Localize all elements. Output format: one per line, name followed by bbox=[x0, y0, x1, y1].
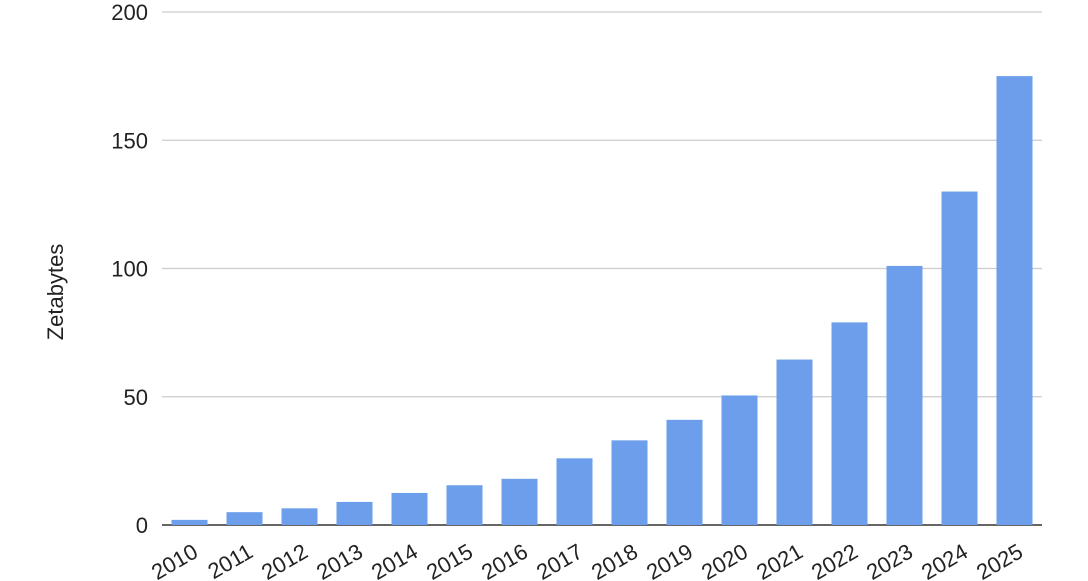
x-tick-label: 2011 bbox=[204, 539, 257, 581]
y-axis-title: Zetabytes bbox=[43, 244, 68, 341]
bar-2021 bbox=[776, 359, 813, 525]
x-tick-label: 2025 bbox=[972, 539, 1027, 581]
bar-2017 bbox=[556, 458, 593, 525]
bar-2019 bbox=[666, 419, 703, 525]
x-tick-label: 2023 bbox=[862, 539, 917, 581]
y-tick-label: 50 bbox=[124, 385, 148, 410]
x-tick-label: 2014 bbox=[367, 539, 422, 581]
bar-2016 bbox=[501, 478, 538, 525]
bar-2024 bbox=[941, 191, 978, 526]
bars bbox=[171, 76, 1033, 526]
x-tick-label: 2017 bbox=[532, 539, 587, 581]
y-axis-ticks: 0 50 100 150 200 bbox=[111, 0, 148, 538]
bar-2022 bbox=[831, 322, 868, 525]
x-tick-label: 2019 bbox=[642, 539, 697, 581]
x-tick-label: 2024 bbox=[917, 539, 972, 581]
x-tick-label: 2013 bbox=[312, 539, 367, 581]
bar-2018 bbox=[611, 440, 648, 525]
y-tick-label: 150 bbox=[111, 128, 148, 153]
bar-2014 bbox=[391, 492, 428, 525]
bar-2025 bbox=[996, 76, 1033, 525]
x-tick-label: 2016 bbox=[477, 539, 532, 581]
x-tick-label: 2020 bbox=[697, 539, 752, 581]
x-axis-ticks: 2010 2011 2012 2013 2014 2015 2016 2017 2018 2019… bbox=[147, 539, 1027, 581]
bar-2011 bbox=[226, 512, 263, 525]
y-tick-label: 100 bbox=[111, 257, 148, 282]
bar-2015 bbox=[446, 485, 483, 525]
bar-2020 bbox=[721, 395, 758, 525]
bar-2013 bbox=[336, 501, 373, 525]
y-tick-label: 0 bbox=[136, 513, 148, 538]
bar-2012 bbox=[281, 508, 318, 525]
x-tick-label: 2012 bbox=[257, 539, 312, 581]
x-tick-label: 2022 bbox=[807, 539, 862, 581]
x-tick-label: 2015 bbox=[422, 539, 477, 581]
bar-2010 bbox=[171, 519, 208, 525]
bar-2023 bbox=[886, 265, 923, 525]
x-tick-label: 2010 bbox=[147, 539, 202, 581]
y-tick-label: 200 bbox=[111, 0, 148, 25]
x-tick-label: 2018 bbox=[587, 539, 642, 581]
x-tick-label: 2021 bbox=[752, 539, 807, 581]
